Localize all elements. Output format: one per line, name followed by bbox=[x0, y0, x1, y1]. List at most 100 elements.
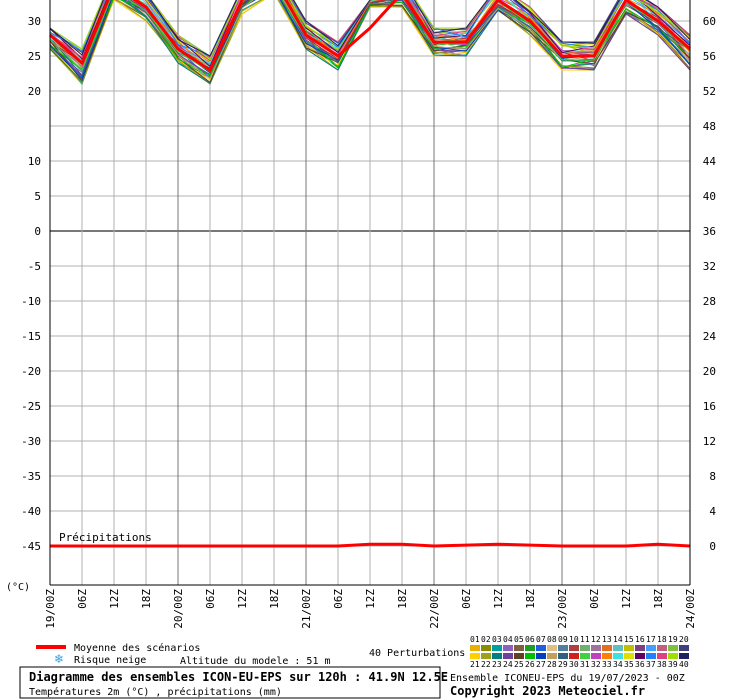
member-swatch bbox=[492, 645, 502, 651]
member-swatch bbox=[492, 653, 502, 659]
x-tick-label: 18Z bbox=[524, 589, 537, 609]
member-number: 38 bbox=[657, 660, 667, 669]
member-number: 21 bbox=[470, 660, 480, 669]
member-swatch bbox=[679, 653, 689, 659]
y-tick-right: 60 bbox=[703, 15, 716, 28]
x-tick-label: 24/00Z bbox=[684, 589, 697, 629]
y-tick-right: 32 bbox=[703, 260, 716, 273]
member-swatch bbox=[646, 645, 656, 651]
member-swatch bbox=[503, 653, 513, 659]
x-axis-ticks: 19/00Z 06Z 12Z 18Z 20/00Z 06Z 12Z 18Z 21/00Z 06Z 1… bbox=[44, 589, 697, 629]
y-tick-left: -25 bbox=[21, 400, 41, 413]
member-swatch bbox=[536, 645, 546, 651]
member-number: 13 bbox=[602, 635, 612, 644]
y-tick-left: 0 bbox=[34, 225, 41, 238]
member-number: 28 bbox=[547, 660, 557, 669]
member-swatch bbox=[657, 645, 667, 651]
member-number: 08 bbox=[547, 635, 557, 644]
x-tick-label: 06Z bbox=[332, 589, 345, 609]
x-tick-label: 23/00Z bbox=[556, 589, 569, 629]
member-color-legend: 01 02 03 04 05 06 07 08 09 10 11 12 13 14 15 16 17 18 19 20… bbox=[470, 635, 689, 669]
member-swatch bbox=[591, 645, 601, 651]
member-swatch bbox=[602, 645, 612, 651]
member-swatch bbox=[624, 645, 634, 651]
y-tick-left: -15 bbox=[21, 330, 41, 343]
member-number: 07 bbox=[536, 635, 546, 644]
member-number: 39 bbox=[668, 660, 678, 669]
snowflake-icon: ❄ bbox=[54, 652, 64, 666]
member-swatch bbox=[679, 645, 689, 651]
y-tick-right: 44 bbox=[703, 155, 717, 168]
y-tick-left: 25 bbox=[28, 50, 41, 63]
member-number: 10 bbox=[569, 635, 579, 644]
precip-label: Précipitations bbox=[59, 531, 152, 544]
member-number: 22 bbox=[481, 660, 491, 669]
x-tick-label: 06Z bbox=[204, 589, 217, 609]
member-swatch bbox=[591, 653, 601, 659]
mean-precip-line bbox=[50, 542, 691, 548]
y-tick-right: 24 bbox=[703, 330, 717, 343]
y-tick-right: 52 bbox=[703, 85, 716, 98]
member-number: 18 bbox=[657, 635, 667, 644]
member-swatch bbox=[635, 653, 645, 659]
y-axis-left-ticks: 30 25 20 10 5 0 -5 -10 -15 -20 -25 -30 -35 -40 -45 bbox=[21, 15, 41, 553]
member-swatch bbox=[580, 645, 590, 651]
member-swatch bbox=[558, 653, 568, 659]
member-swatch bbox=[470, 653, 480, 659]
footer-subtitle: Températures 2m (°C) , précipitations (m… bbox=[29, 686, 282, 698]
member-number: 32 bbox=[591, 660, 601, 669]
x-tick-label: 06Z bbox=[588, 589, 601, 609]
y-tick-left: -40 bbox=[21, 505, 41, 518]
member-number: 23 bbox=[492, 660, 502, 669]
y-tick-right: 12 bbox=[703, 435, 716, 448]
perturbation-line bbox=[49, 0, 691, 57]
y-tick-left: -35 bbox=[21, 470, 41, 483]
member-swatch bbox=[481, 645, 491, 651]
x-tick-label: 12Z bbox=[236, 589, 249, 609]
member-number: 34 bbox=[613, 660, 623, 669]
y-tick-left: -45 bbox=[21, 540, 41, 553]
chart-axes bbox=[49, 0, 691, 586]
member-number: 25 bbox=[514, 660, 524, 669]
member-swatch bbox=[514, 645, 524, 651]
footer-title: Diagramme des ensembles ICON-EU-EPS sur … bbox=[29, 670, 448, 684]
member-swatch bbox=[657, 653, 667, 659]
mean-temperature-line bbox=[49, 0, 691, 73]
member-number: 12 bbox=[591, 635, 601, 644]
x-tick-label: 12Z bbox=[492, 589, 505, 609]
member-swatch bbox=[635, 645, 645, 651]
member-swatch bbox=[525, 645, 535, 651]
x-tick-label: 06Z bbox=[76, 589, 89, 609]
member-number: 36 bbox=[635, 660, 645, 669]
member-swatch bbox=[470, 645, 480, 651]
x-tick-label: 21/00Z bbox=[300, 589, 313, 629]
x-tick-label: 12Z bbox=[364, 589, 377, 609]
y-tick-right: 16 bbox=[703, 400, 716, 413]
member-swatch bbox=[525, 653, 535, 659]
member-number: 24 bbox=[503, 660, 513, 669]
member-swatch bbox=[580, 653, 590, 659]
y-tick-left: 30 bbox=[28, 15, 41, 28]
member-number: 33 bbox=[602, 660, 612, 669]
member-number: 19 bbox=[668, 635, 678, 644]
member-swatch bbox=[602, 653, 612, 659]
member-swatch bbox=[624, 653, 634, 659]
member-number: 03 bbox=[492, 635, 502, 644]
legend-mean-label: Moyenne des scénarios bbox=[74, 642, 200, 654]
x-tick-label: 18Z bbox=[268, 589, 281, 609]
member-number: 29 bbox=[558, 660, 568, 669]
y-tick-right: 36 bbox=[703, 225, 716, 238]
x-tick-label: 19/00Z bbox=[44, 589, 57, 629]
y-tick-left: 5 bbox=[34, 190, 41, 203]
y-tick-left: 10 bbox=[28, 155, 41, 168]
mean-line-group bbox=[49, 0, 691, 548]
x-tick-label: 20/00Z bbox=[172, 589, 185, 629]
perturbations-label: 40 Perturbations bbox=[369, 648, 465, 659]
x-tick-label: 18Z bbox=[396, 589, 409, 609]
member-swatch bbox=[569, 645, 579, 651]
y-tick-left: -10 bbox=[21, 295, 41, 308]
member-number: 04 bbox=[503, 635, 513, 644]
y-tick-left: -5 bbox=[28, 260, 41, 273]
